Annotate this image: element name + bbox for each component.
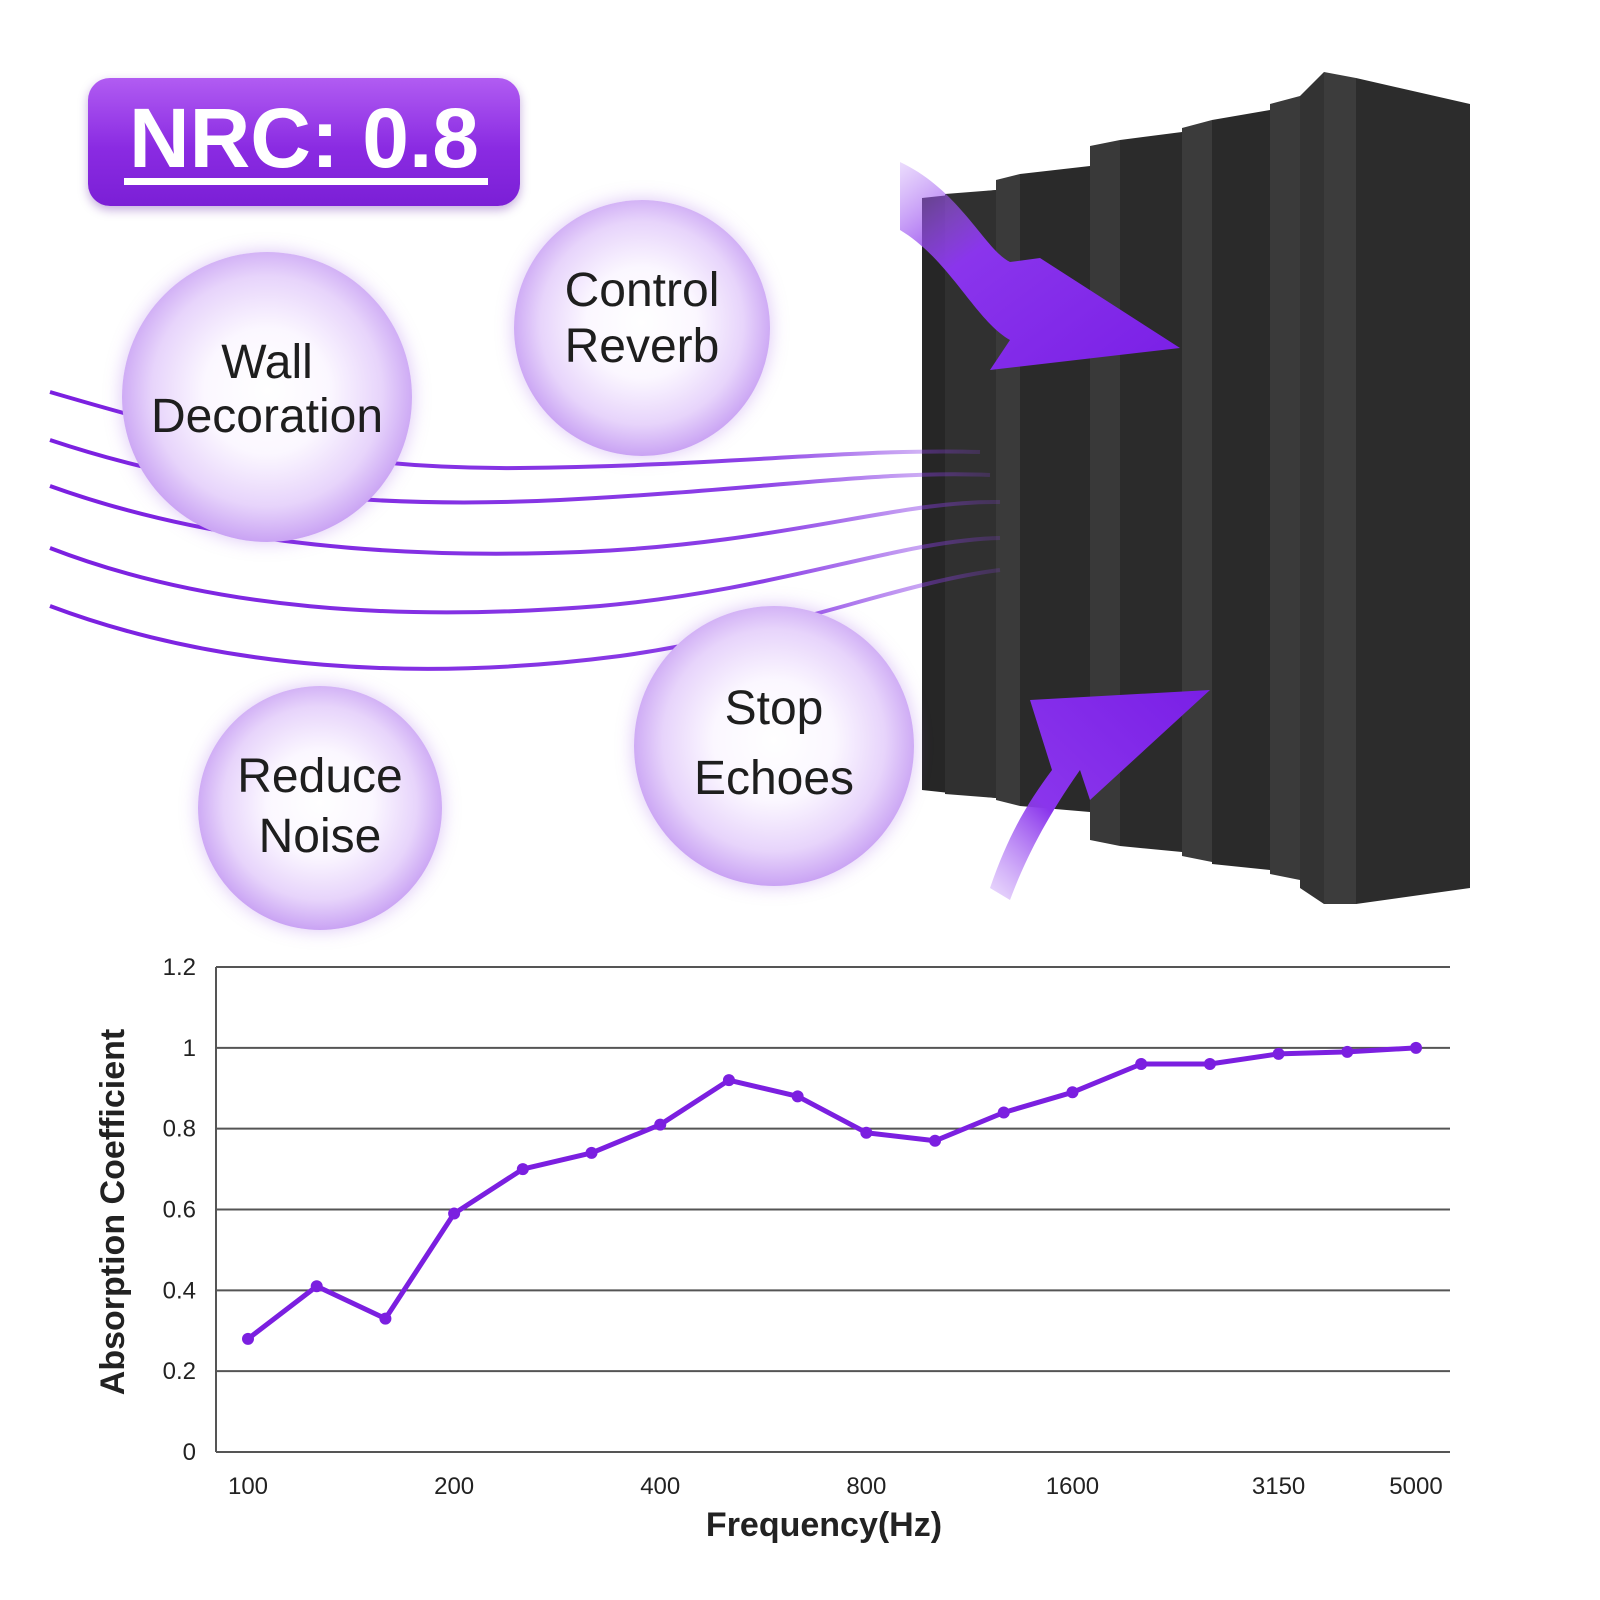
x-tick-label: 400 xyxy=(640,1473,680,1500)
y-axis-title: Absorption Coefficient xyxy=(94,1029,132,1395)
bubble-label: Reverb xyxy=(564,320,720,373)
y-tick-label: 1 xyxy=(183,1035,196,1062)
nrc-value-text: NRC: 0.8 xyxy=(128,91,480,185)
arrow-icon xyxy=(900,162,1210,900)
illustration xyxy=(49,72,1470,904)
x-tick-label: 3150 xyxy=(1252,1473,1305,1500)
bubble-label: Decoration xyxy=(150,390,384,443)
x-axis-ticks: 100 200 400 800 1600 3150 5000 xyxy=(228,1473,1443,1500)
data-point xyxy=(791,1090,804,1103)
data-point xyxy=(310,1280,323,1293)
bubble-control-reverb: Control Reverb xyxy=(514,200,770,456)
bubble-label: Noise xyxy=(258,810,382,863)
x-axis-title: Frequency(Hz) xyxy=(706,1506,942,1544)
data-point xyxy=(722,1074,735,1087)
x-tick-label: 800 xyxy=(846,1473,886,1500)
y-tick-label: 0.2 xyxy=(163,1358,196,1385)
y-tick-label: 0.8 xyxy=(163,1116,196,1143)
x-tick-label: 1600 xyxy=(1046,1473,1099,1500)
y-tick-label: 0.6 xyxy=(163,1197,196,1224)
x-tick-label: 200 xyxy=(434,1473,474,1500)
y-tick-label: 0 xyxy=(183,1439,196,1466)
y-tick-label: 0.4 xyxy=(163,1277,196,1304)
bubble-reduce-noise: Reduce Noise xyxy=(198,686,442,930)
data-point xyxy=(242,1332,254,1345)
data-point xyxy=(379,1312,392,1325)
data-point xyxy=(929,1134,942,1147)
data-point xyxy=(1135,1058,1148,1070)
data-point xyxy=(1203,1058,1216,1070)
data-point xyxy=(654,1118,667,1131)
data-point xyxy=(997,1106,1010,1119)
data-point xyxy=(1341,1045,1354,1058)
series xyxy=(242,1041,1422,1345)
data-point xyxy=(1066,1086,1079,1099)
data-point xyxy=(860,1126,873,1139)
series-line xyxy=(246,1045,1417,1341)
y-tick-label: 1.2 xyxy=(163,954,196,981)
data-point xyxy=(1410,1041,1422,1054)
bubble-label: Wall xyxy=(221,336,313,389)
bubble-label: Reduce xyxy=(237,750,403,803)
bubble-label: Stop xyxy=(724,682,824,735)
x-tick-label: 100 xyxy=(228,1473,268,1500)
bubble-label: Echoes xyxy=(693,752,855,805)
bubble-label: Control xyxy=(564,264,720,317)
data-point xyxy=(1272,1047,1285,1060)
grid-lines xyxy=(215,966,1450,1453)
nrc-badge: NRC: 0.8 xyxy=(88,78,520,206)
bubble-wall-decoration: Wall Decoration xyxy=(122,252,412,542)
data-point xyxy=(516,1163,529,1176)
data-point xyxy=(585,1146,598,1159)
nrc-underline xyxy=(124,178,488,185)
data-point xyxy=(448,1207,461,1220)
bubble-stop-echoes: Stop Echoes xyxy=(634,606,914,886)
x-tick-label: 5000 xyxy=(1389,1473,1442,1500)
y-axis-ticks: 0 0.2 0.4 0.6 0.8 1 1.2 xyxy=(163,954,196,1466)
